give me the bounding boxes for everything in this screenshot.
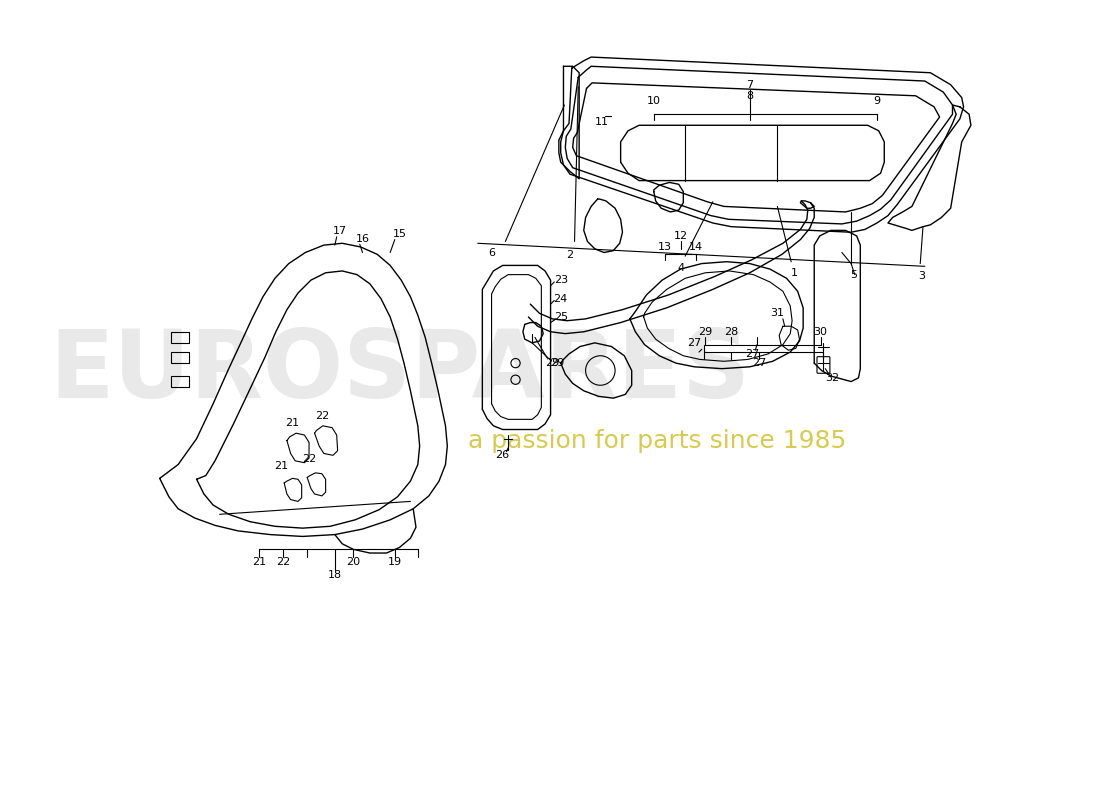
Text: 14: 14: [690, 242, 703, 252]
Text: 7: 7: [746, 80, 754, 90]
Text: 11: 11: [595, 117, 609, 126]
Text: EUROSPARES: EUROSPARES: [48, 326, 750, 418]
Text: 28: 28: [724, 326, 738, 337]
Text: 18: 18: [328, 570, 342, 580]
Text: 26: 26: [496, 450, 509, 460]
Text: a passion for parts since 1985: a passion for parts since 1985: [469, 430, 847, 454]
Text: 17: 17: [333, 226, 348, 236]
Text: 27: 27: [751, 358, 766, 368]
Text: 25: 25: [554, 312, 569, 322]
Text: 16: 16: [355, 234, 370, 244]
Text: 23: 23: [553, 275, 568, 285]
Text: 5: 5: [850, 270, 857, 280]
Text: 30: 30: [814, 326, 827, 337]
Text: 27: 27: [688, 338, 702, 348]
Text: 21: 21: [252, 558, 266, 567]
Text: 9: 9: [873, 96, 880, 106]
Text: 10: 10: [647, 96, 661, 106]
Bar: [170, 352, 189, 363]
Bar: [170, 332, 189, 343]
Text: 27: 27: [746, 349, 760, 359]
Text: 22: 22: [301, 454, 316, 464]
Text: 21: 21: [285, 418, 299, 428]
Text: 15: 15: [393, 229, 406, 239]
Text: 22: 22: [315, 410, 329, 421]
Text: 29: 29: [546, 358, 560, 368]
Text: 29: 29: [550, 358, 564, 368]
Text: 19: 19: [387, 558, 402, 567]
Text: 32: 32: [826, 373, 839, 383]
Text: 6: 6: [488, 247, 495, 258]
Text: 29: 29: [698, 326, 713, 337]
Text: 20: 20: [346, 558, 361, 567]
Text: 13: 13: [658, 242, 672, 252]
Text: 3: 3: [918, 270, 925, 281]
Text: 12: 12: [673, 231, 688, 241]
Text: 1: 1: [791, 268, 798, 278]
Text: 31: 31: [770, 308, 784, 318]
Text: 8: 8: [746, 90, 754, 101]
Bar: [170, 376, 189, 387]
Text: 22: 22: [276, 558, 290, 567]
Text: 24: 24: [553, 294, 568, 303]
Text: 4: 4: [676, 263, 684, 273]
Text: 2: 2: [566, 250, 573, 260]
Text: 21: 21: [274, 462, 288, 471]
